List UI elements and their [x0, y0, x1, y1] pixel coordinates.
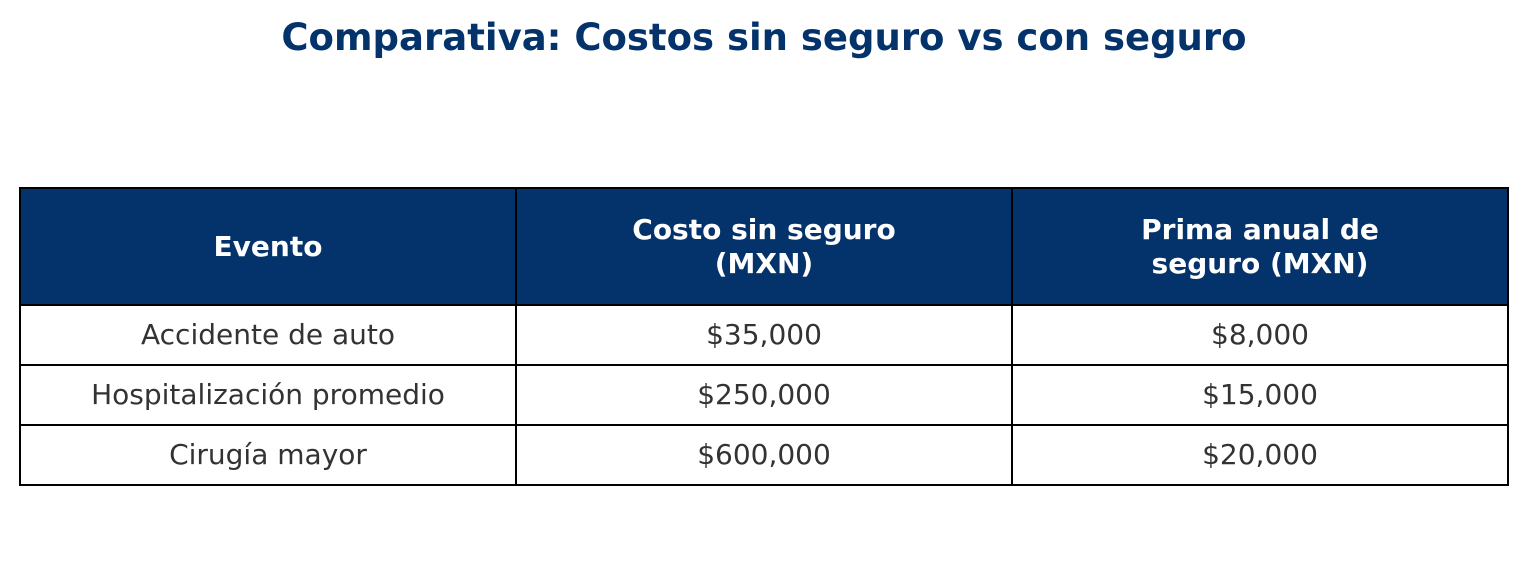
- header-prima-line-2: seguro (MXN): [1151, 246, 1369, 280]
- comparison-table: Evento Costo sin seguro (MXN) Prima anua…: [19, 187, 1509, 486]
- header-prima-line-1: Prima anual de: [1141, 212, 1379, 246]
- cell-costo-sin-seguro: $600,000: [515, 424, 1013, 486]
- header-costo-line-2: (MXN): [714, 246, 814, 280]
- table-row: Accidente de auto $35,000 $8,000: [19, 304, 1509, 366]
- header-costo-line-1: Costo sin seguro: [632, 212, 896, 246]
- cell-evento: Accidente de auto: [19, 304, 517, 366]
- cell-evento: Cirugía mayor: [19, 424, 517, 486]
- cell-evento: Hospitalización promedio: [19, 364, 517, 426]
- table-row: Cirugía mayor $600,000 $20,000: [19, 424, 1509, 486]
- cell-costo-sin-seguro: $250,000: [515, 364, 1013, 426]
- table-row: Hospitalización promedio $250,000 $15,00…: [19, 364, 1509, 426]
- cell-costo-sin-seguro: $35,000: [515, 304, 1013, 366]
- table-header-row: Evento Costo sin seguro (MXN) Prima anua…: [19, 187, 1509, 306]
- cell-prima-anual: $20,000: [1011, 424, 1509, 486]
- header-evento: Evento: [19, 187, 517, 306]
- header-prima-anual: Prima anual de seguro (MXN): [1011, 187, 1509, 306]
- cell-prima-anual: $15,000: [1011, 364, 1509, 426]
- header-evento-line-1: Evento: [213, 229, 323, 263]
- header-costo-sin-seguro: Costo sin seguro (MXN): [515, 187, 1013, 306]
- chart-title: Comparativa: Costos sin seguro vs con se…: [281, 16, 1247, 59]
- cell-prima-anual: $8,000: [1011, 304, 1509, 366]
